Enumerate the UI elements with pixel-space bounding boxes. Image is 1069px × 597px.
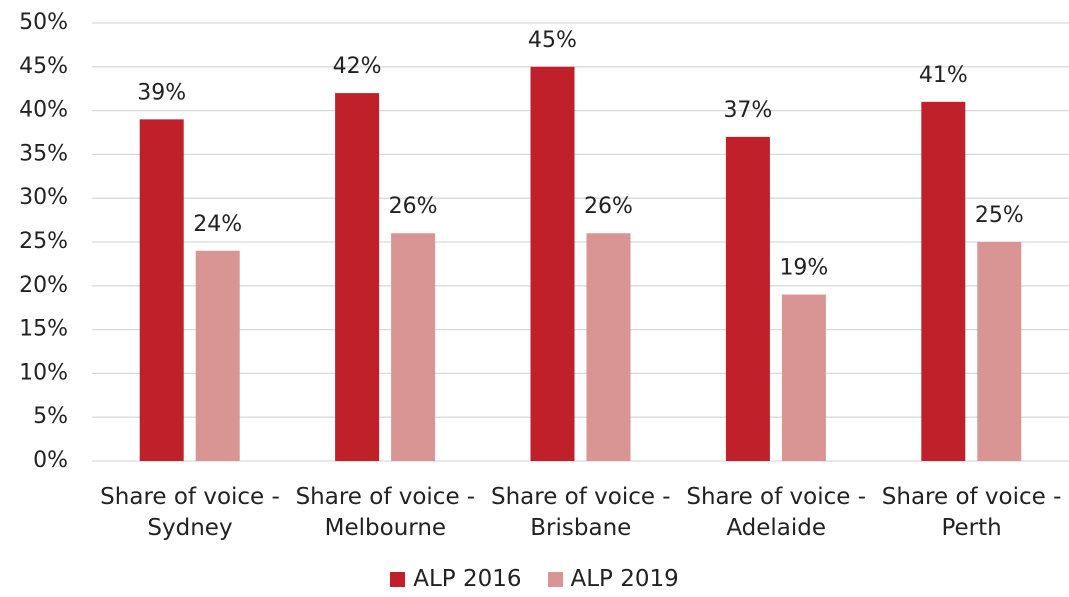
x-tick-label: Share of voice - Brisbane <box>490 484 671 541</box>
data-label: 42% <box>333 54 382 79</box>
legend-item: ALP 2016 <box>390 566 522 592</box>
legend-label: ALP 2016 <box>413 566 522 592</box>
bar <box>139 119 184 462</box>
bar <box>921 101 966 461</box>
data-label: 45% <box>528 28 577 53</box>
bar <box>725 136 770 461</box>
y-tick-label: 40% <box>19 98 68 123</box>
y-tick-label: 30% <box>19 185 68 210</box>
bar <box>391 233 436 461</box>
x-tick-label: Share of voice - Perth <box>881 484 1062 541</box>
x-tick-label: Share of voice - Sydney <box>100 484 280 541</box>
bar <box>781 294 826 461</box>
legend-swatch <box>390 571 406 587</box>
data-label: 24% <box>193 212 242 237</box>
y-tick-label: 10% <box>19 360 68 385</box>
data-label: 26% <box>389 194 438 219</box>
data-label: 37% <box>723 98 772 123</box>
data-label: 41% <box>919 63 968 88</box>
data-label: 39% <box>137 80 186 105</box>
y-tick-label: 15% <box>19 317 68 342</box>
legend-swatch <box>547 571 563 587</box>
legend-item: ALP 2019 <box>547 566 679 592</box>
bar <box>195 250 240 461</box>
y-tick-label: 0% <box>33 448 68 473</box>
y-tick-label: 20% <box>19 273 68 298</box>
y-tick-label: 5% <box>33 404 68 429</box>
bar <box>530 66 575 462</box>
data-label: 26% <box>584 194 633 219</box>
data-label: 25% <box>975 203 1024 228</box>
bar <box>977 242 1022 461</box>
legend: ALP 2016 ALP 2019 <box>0 566 1069 592</box>
y-tick-label: 35% <box>19 141 68 166</box>
y-tick-label: 25% <box>19 229 68 254</box>
y-tick-label: 50% <box>19 10 68 35</box>
x-tick-label: Share of voice - Melbourne <box>295 484 476 541</box>
data-label: 19% <box>779 256 828 281</box>
y-tick-label: 45% <box>19 54 68 79</box>
bar <box>335 93 380 461</box>
bar <box>586 233 631 461</box>
x-tick-label: Share of voice - Adelaide <box>686 484 867 541</box>
legend-label: ALP 2019 <box>570 566 679 592</box>
